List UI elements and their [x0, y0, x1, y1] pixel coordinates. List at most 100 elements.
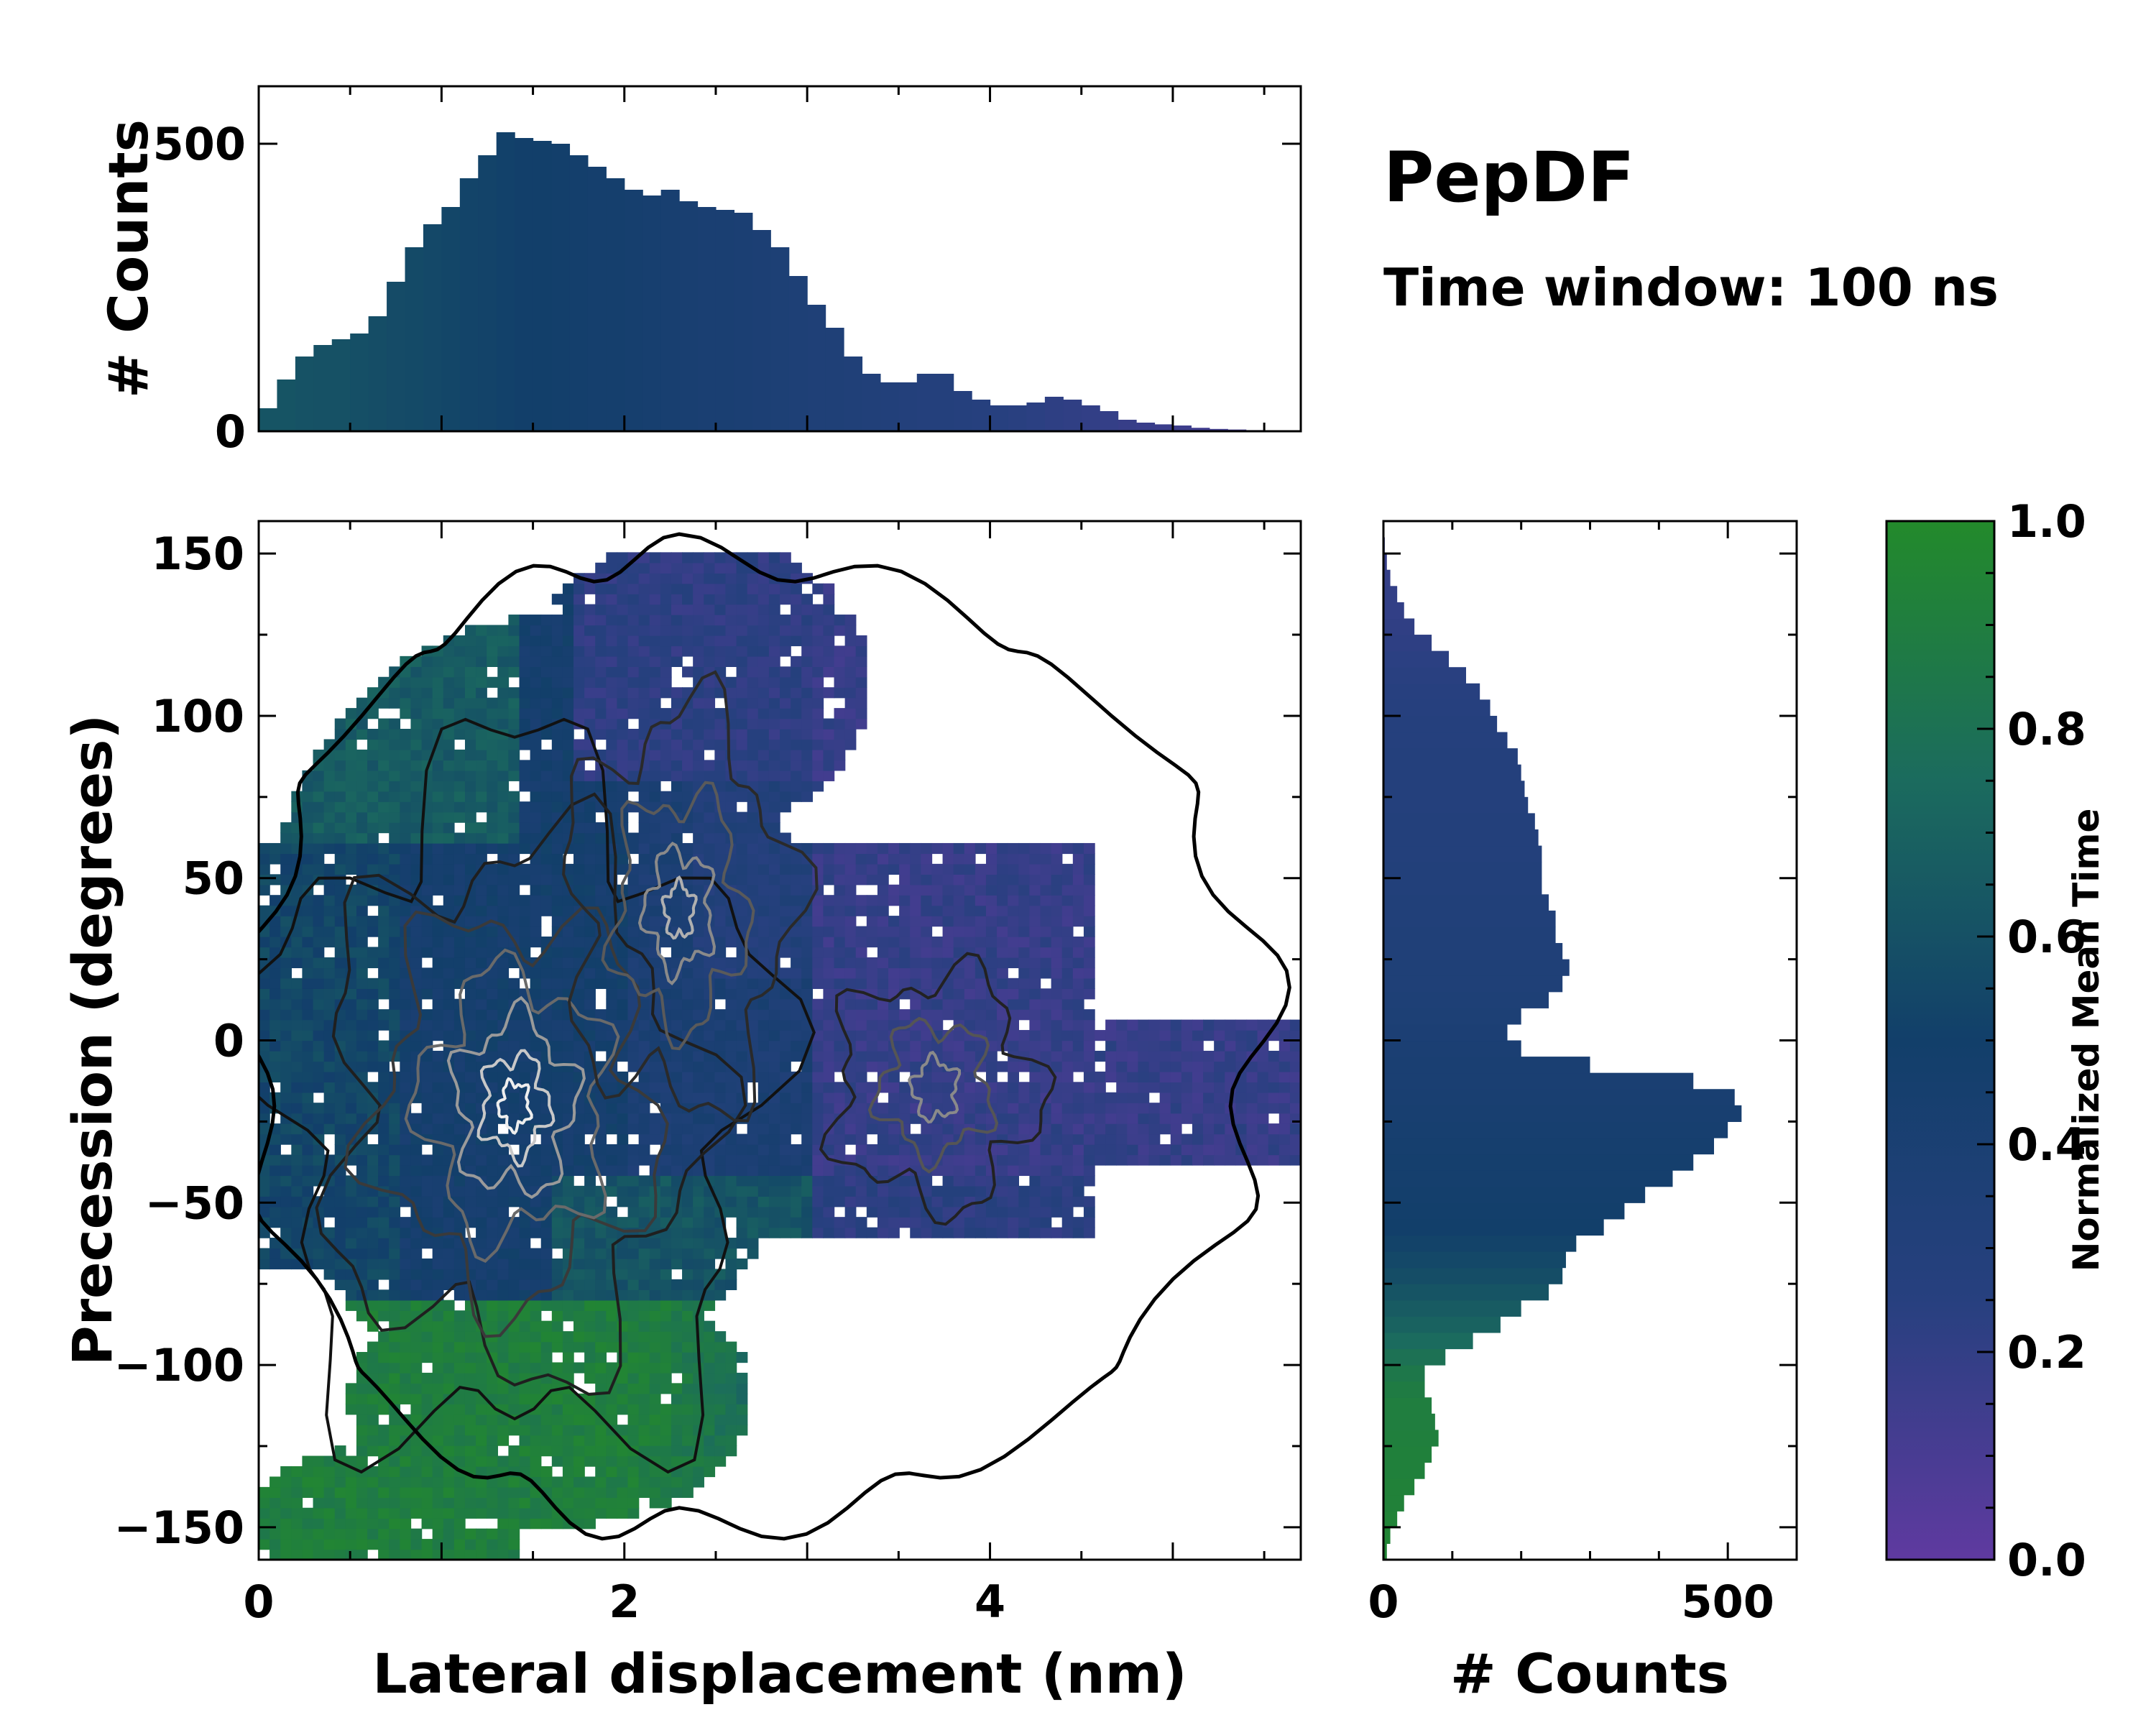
heatmap-cell [1008, 863, 1019, 875]
heatmap-cell [997, 1227, 1008, 1238]
heatmap-cell [562, 1154, 574, 1166]
heatmap-cell [791, 967, 802, 979]
heatmap-cell [302, 1082, 314, 1093]
heatmap-cell [1008, 1071, 1019, 1082]
heatmap-cell [453, 1289, 466, 1301]
heatmap-cell [736, 916, 748, 927]
heatmap-cell [443, 1486, 455, 1498]
heatmap-cell [899, 1154, 911, 1166]
heatmap-cell [801, 1206, 814, 1218]
heatmap-cell [888, 1185, 900, 1197]
heatmap-cell [573, 583, 585, 594]
heatmap-cell [367, 988, 379, 1000]
heatmap-cell [844, 1061, 857, 1072]
heatmap-cell [323, 1019, 336, 1031]
heatmap-cell [367, 1497, 379, 1509]
heatmap-cell [476, 635, 487, 647]
heatmap-cell [443, 1518, 455, 1530]
heatmap-cell [389, 1518, 401, 1530]
heatmap-cell [421, 1175, 433, 1187]
heatmap-cell [323, 1030, 336, 1041]
heatmap-cell [942, 1103, 954, 1114]
heatmap-cell [812, 1164, 824, 1177]
heatmap-cell [714, 1372, 727, 1384]
heatmap-cell [432, 853, 444, 865]
heatmap-cell [682, 615, 694, 626]
heatmap-cell [736, 1227, 748, 1238]
heatmap-cell [768, 760, 780, 771]
heatmap-cell [497, 708, 510, 719]
heatmap-cell [378, 749, 390, 761]
heatmap-cell [801, 729, 814, 740]
heatmap-cell [400, 1227, 412, 1238]
heatmap-cell [378, 781, 390, 792]
top-histogram-bar [825, 328, 844, 431]
heatmap-cell [791, 656, 802, 667]
heatmap-cell [975, 967, 987, 979]
heatmap-cell [627, 604, 640, 615]
heatmap-cell [704, 853, 716, 865]
heatmap-cell [497, 937, 510, 948]
heatmap-cell [453, 1404, 466, 1415]
heatmap-cell [877, 988, 889, 1000]
heatmap-cell [780, 1206, 791, 1218]
heatmap-cell [660, 1310, 672, 1322]
heatmap-cell [791, 625, 802, 636]
heatmap-cell [627, 770, 640, 781]
heatmap-cell [736, 615, 748, 626]
heatmap-cell [421, 988, 433, 1000]
heatmap-cell [334, 1497, 346, 1509]
heatmap-cell [453, 1539, 466, 1550]
heatmap-cell [540, 1507, 553, 1519]
heatmap-cell [540, 957, 553, 969]
heatmap-cell [443, 1549, 455, 1560]
heatmap-cell [704, 635, 716, 647]
heatmap-cell [964, 1185, 976, 1197]
heatmap-cell [1051, 978, 1063, 989]
heatmap-cell [617, 1196, 629, 1208]
heatmap-cell [432, 666, 444, 678]
heatmap-cell [899, 1030, 911, 1041]
heatmap-cell [530, 1362, 542, 1374]
heatmap-cell [595, 1445, 607, 1457]
heatmap-cell [345, 1528, 357, 1540]
heatmap-cell [768, 666, 780, 678]
heatmap-cell [562, 895, 574, 906]
heatmap-cell [757, 947, 770, 958]
heatmap-cell [899, 1206, 911, 1218]
heatmap-cell [519, 1445, 531, 1457]
heatmap-cell [649, 1320, 661, 1332]
heatmap-cell [671, 1009, 683, 1021]
heatmap-cell [270, 1486, 281, 1498]
heatmap-cell [606, 957, 618, 969]
heatmap-cell [671, 988, 683, 1000]
heatmap-cell [323, 1082, 336, 1093]
heatmap-cell [476, 1507, 487, 1519]
heatmap-cell [367, 1352, 379, 1363]
heatmap-cell [671, 1050, 683, 1062]
heatmap-cell [671, 1393, 683, 1404]
heatmap-cell [259, 1082, 270, 1093]
heatmap-cell [432, 811, 444, 823]
heatmap-cell [584, 1404, 596, 1415]
heatmap-cell [638, 1486, 650, 1498]
heatmap-cell [356, 1082, 368, 1093]
heatmap-cell [757, 1019, 770, 1031]
heatmap-cell [1029, 895, 1041, 906]
heatmap-cell [443, 978, 455, 989]
top-histogram-bar [916, 374, 936, 431]
heatmap-cell [584, 1476, 596, 1488]
heatmap-cell [508, 1425, 520, 1436]
heatmap-cell [356, 947, 368, 958]
heatmap-cell [464, 988, 476, 1000]
heatmap-cell [725, 1362, 737, 1374]
heatmap-cell [573, 853, 585, 865]
heatmap-cell [834, 937, 846, 948]
heatmap-cell [682, 1123, 694, 1135]
heatmap-cell [323, 1486, 336, 1498]
heatmap-cell [844, 884, 857, 896]
heatmap-cell [682, 749, 694, 761]
heatmap-cell [812, 760, 824, 771]
heatmap-cell [627, 729, 640, 740]
heatmap-cell [671, 552, 683, 564]
